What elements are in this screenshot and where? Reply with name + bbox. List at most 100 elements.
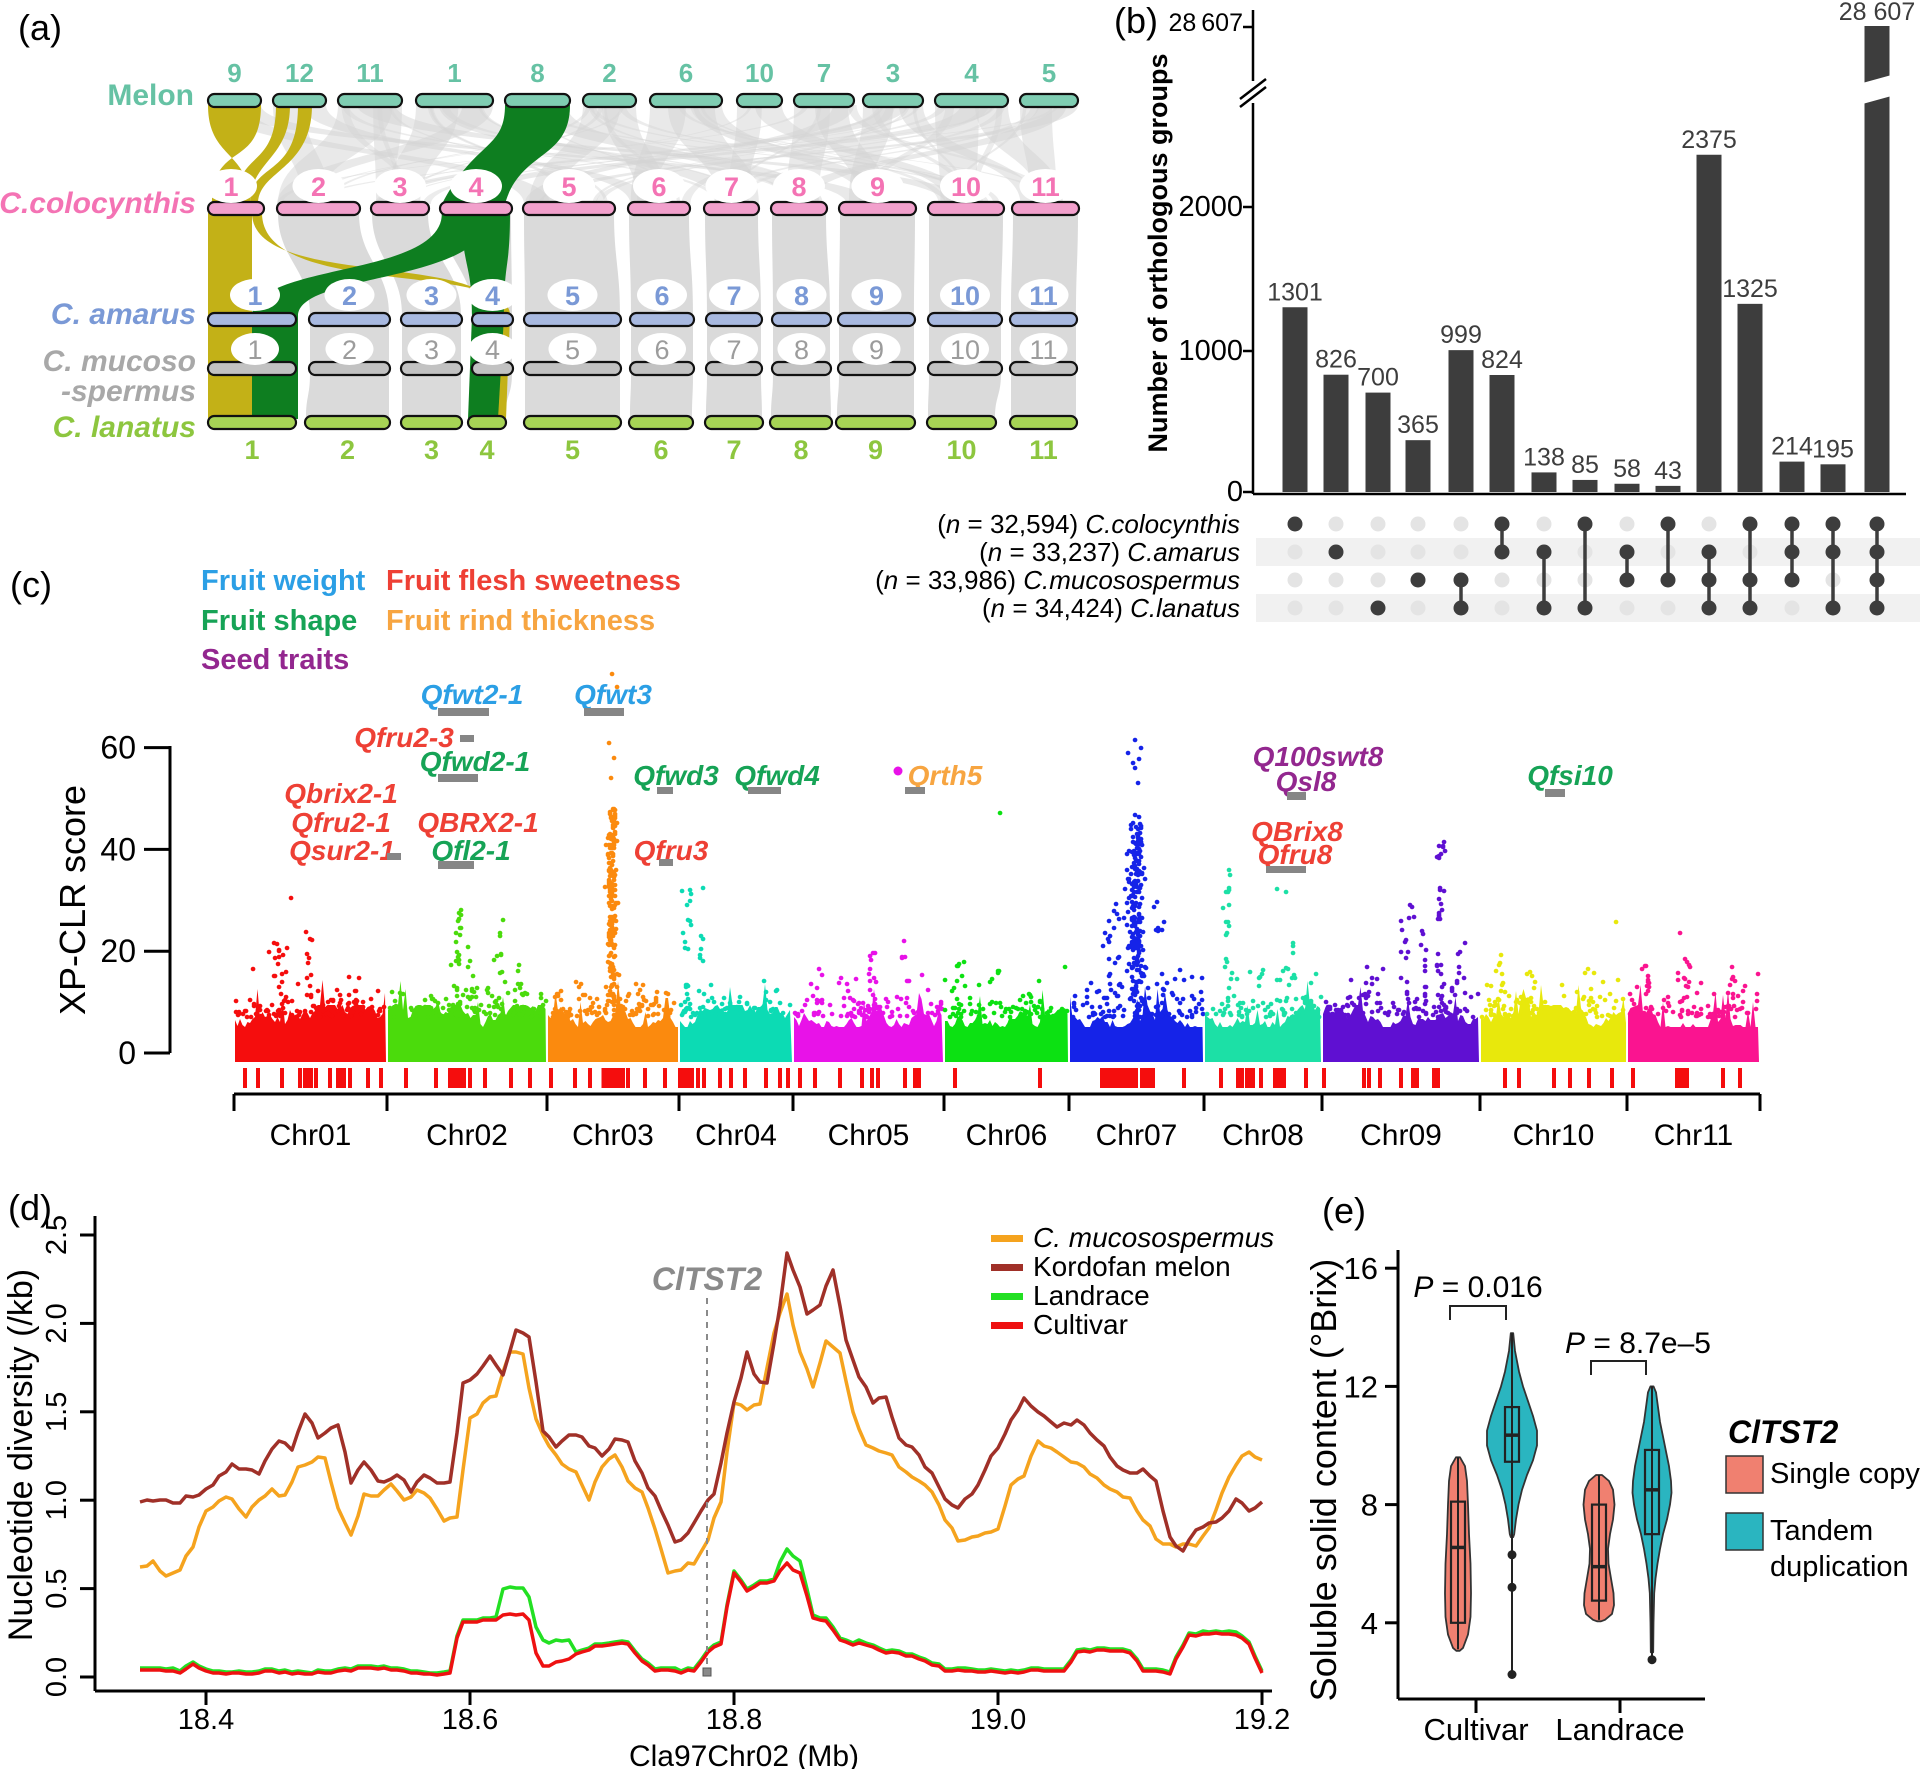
svg-text:Qsur2-1: Qsur2-1	[289, 835, 395, 866]
svg-text:Cultivar: Cultivar	[1033, 1309, 1128, 1340]
svg-text:1325: 1325	[1722, 275, 1778, 303]
svg-text:Qsl8: Qsl8	[1276, 766, 1337, 797]
svg-text:11: 11	[1031, 172, 1060, 202]
svg-text:duplication: duplication	[1770, 1551, 1909, 1583]
svg-text:6: 6	[653, 435, 668, 465]
svg-text:1: 1	[247, 281, 262, 311]
svg-text:19.2: 19.2	[1234, 1704, 1290, 1736]
svg-text:10: 10	[946, 435, 976, 465]
svg-text:(n = 32,594) C.colocynthis: (n = 32,594) C.colocynthis	[937, 509, 1240, 539]
svg-text:ClTST2: ClTST2	[652, 1261, 762, 1297]
svg-text:2.0: 2.0	[41, 1303, 73, 1343]
svg-text:Fruit rind thickness: Fruit rind thickness	[386, 605, 655, 637]
svg-text:40: 40	[100, 831, 136, 867]
svg-text:(c): (c)	[10, 564, 52, 605]
svg-text:Qrth5: Qrth5	[908, 760, 983, 791]
svg-text:6: 6	[651, 172, 666, 202]
svg-text:2000: 2000	[1178, 191, 1243, 223]
svg-text:Chr07: Chr07	[1096, 1119, 1178, 1152]
svg-text:18.4: 18.4	[178, 1704, 234, 1736]
svg-text:7: 7	[726, 281, 741, 311]
svg-text:Qfwd4: Qfwd4	[734, 760, 820, 791]
svg-text:2: 2	[342, 335, 357, 365]
svg-text:Fruit weight: Fruit weight	[201, 565, 366, 597]
svg-text:Qfsi10: Qfsi10	[1527, 760, 1613, 791]
svg-text:(b): (b)	[1114, 0, 1158, 41]
svg-text:Nucleotide diversity (/kb): Nucleotide diversity (/kb)	[2, 1269, 40, 1641]
svg-text:1: 1	[244, 435, 259, 465]
svg-text:1: 1	[223, 172, 238, 202]
svg-text:3: 3	[392, 172, 407, 202]
svg-text:(n = 34,424) C.lanatus: (n = 34,424) C.lanatus	[982, 593, 1240, 623]
svg-text:0: 0	[1227, 476, 1243, 508]
svg-text:11: 11	[356, 58, 384, 88]
svg-text:10: 10	[745, 58, 774, 88]
svg-text:Fruit shape: Fruit shape	[201, 605, 357, 637]
svg-text:3: 3	[424, 435, 439, 465]
svg-text:11: 11	[1029, 435, 1058, 465]
svg-text:9: 9	[227, 58, 241, 88]
svg-text:365: 365	[1397, 411, 1439, 439]
svg-text:5: 5	[565, 335, 580, 365]
svg-text:4: 4	[485, 281, 500, 311]
svg-text:QBrix8: QBrix8	[1251, 816, 1343, 847]
svg-text:9: 9	[869, 281, 884, 311]
svg-text:1000: 1000	[1178, 335, 1243, 367]
svg-text:Fruit flesh sweetness: Fruit flesh sweetness	[386, 565, 681, 597]
svg-text:8: 8	[794, 281, 809, 311]
svg-text:7: 7	[817, 58, 831, 88]
svg-text:6: 6	[679, 58, 693, 88]
svg-text:Chr08: Chr08	[1222, 1119, 1304, 1152]
svg-text:3: 3	[886, 58, 900, 88]
svg-text:0.0: 0.0	[41, 1657, 73, 1697]
svg-text:10: 10	[950, 281, 980, 311]
svg-text:20: 20	[100, 933, 136, 969]
svg-text:195: 195	[1812, 435, 1854, 463]
svg-text:5: 5	[561, 172, 576, 202]
svg-text:8: 8	[530, 58, 544, 88]
svg-text:3: 3	[424, 335, 439, 365]
svg-text:18.6: 18.6	[442, 1704, 498, 1736]
svg-text:Chr01: Chr01	[270, 1119, 352, 1152]
svg-text:-spermus: -spermus	[61, 375, 196, 408]
svg-text:16: 16	[1344, 1251, 1378, 1286]
svg-text:826: 826	[1315, 346, 1357, 374]
svg-text:P = 0.016: P = 0.016	[1413, 1271, 1542, 1304]
svg-text:138: 138	[1523, 443, 1565, 471]
svg-text:Landrace: Landrace	[1555, 1712, 1684, 1747]
svg-text:Qfwt3: Qfwt3	[574, 679, 652, 710]
svg-text:4: 4	[964, 58, 979, 88]
svg-text:2: 2	[602, 58, 616, 88]
svg-text:C.colocynthis: C.colocynthis	[0, 187, 196, 220]
svg-text:(d): (d)	[8, 1187, 52, 1228]
svg-text:1: 1	[247, 335, 262, 365]
svg-text:Kordofan melon: Kordofan melon	[1033, 1251, 1231, 1282]
svg-text:QBRX2-1: QBRX2-1	[417, 807, 538, 838]
svg-text:Chr03: Chr03	[572, 1119, 654, 1152]
svg-text:C. amarus: C. amarus	[51, 298, 196, 331]
svg-text:Chr09: Chr09	[1360, 1119, 1442, 1152]
svg-text:5: 5	[565, 281, 580, 311]
svg-text:7: 7	[726, 435, 741, 465]
svg-text:Seed traits: Seed traits	[201, 644, 349, 676]
svg-text:Cla97Chr02 (Mb): Cla97Chr02 (Mb)	[629, 1740, 859, 1769]
svg-text:2375: 2375	[1681, 126, 1737, 154]
svg-text:7: 7	[726, 335, 741, 365]
svg-text:43: 43	[1654, 457, 1682, 485]
svg-text:1.5: 1.5	[41, 1392, 73, 1432]
svg-text:Landrace: Landrace	[1033, 1280, 1150, 1311]
svg-text:10: 10	[951, 172, 981, 202]
svg-text:85: 85	[1571, 451, 1599, 479]
svg-text:7: 7	[724, 172, 739, 202]
svg-text:2: 2	[342, 281, 357, 311]
svg-text:8: 8	[794, 335, 809, 365]
svg-text:Soluble solid content (°Brix): Soluble solid content (°Brix)	[1303, 1259, 1344, 1702]
svg-text:214: 214	[1771, 433, 1813, 461]
svg-text:10: 10	[950, 335, 980, 365]
svg-text:Qfru2-1: Qfru2-1	[291, 807, 391, 838]
svg-text:12: 12	[285, 58, 314, 88]
svg-text:(n = 33,986) C.mucosospermus: (n = 33,986) C.mucosospermus	[875, 565, 1240, 595]
svg-text:4: 4	[485, 335, 500, 365]
svg-text:11: 11	[1029, 335, 1057, 365]
svg-text:Qfwd2-1: Qfwd2-1	[420, 746, 530, 777]
